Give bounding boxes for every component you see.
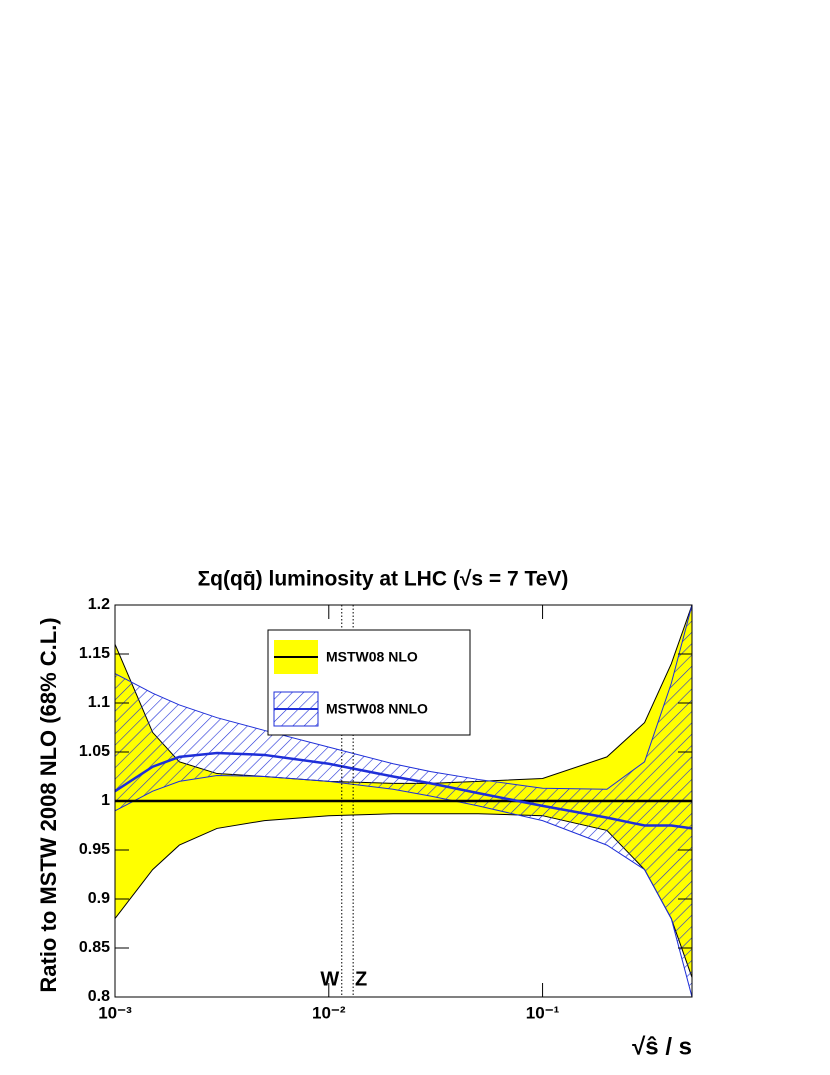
x-tick-label: 10⁻¹: [526, 1003, 560, 1022]
legend-label: MSTW08 NNLO: [326, 701, 428, 717]
y-tick-label: 1: [101, 792, 110, 809]
y-tick-label: 1.15: [79, 645, 110, 662]
y-axis-label: Ratio to MSTW 2008 NLO (68% C.L.): [36, 617, 61, 992]
x-tick-label: 10⁻³: [98, 1003, 132, 1022]
band-lower-edge: [115, 775, 692, 997]
x-tick-label: 10⁻²: [312, 1003, 346, 1022]
annotation-label: W: [320, 968, 339, 990]
x-axis-label: √ŝ / s: [632, 1033, 692, 1060]
y-tick-label: 0.8: [88, 988, 110, 1005]
band-upper-edge: [115, 605, 692, 790]
plot-area: [115, 605, 692, 997]
chart-title: Σq(qq̄) luminosity at LHC (√s = 7 TeV): [198, 568, 569, 591]
annotation-label: Z: [355, 968, 367, 990]
y-tick-label: 1.1: [88, 694, 110, 711]
legend-label: MSTW08 NLO: [326, 649, 418, 665]
y-tick-label: 1.2: [88, 596, 110, 613]
y-tick-label: 0.9: [88, 890, 110, 907]
y-tick-label: 0.85: [79, 939, 110, 956]
y-tick-label: 0.95: [79, 841, 110, 858]
central-line: [115, 751, 692, 830]
y-tick-label: 1.05: [79, 743, 110, 760]
